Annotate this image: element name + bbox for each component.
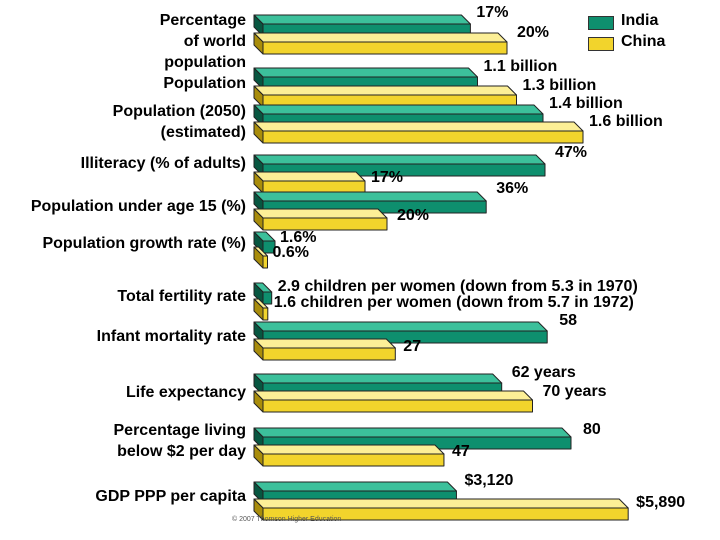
- value-label-india-row-8: 62 years: [511, 364, 576, 381]
- value-label-china-row-4: 20%: [397, 207, 430, 224]
- bar-china-row-0: [253, 32, 508, 55]
- category-label-row-6: Total fertility rate: [117, 288, 246, 305]
- value-label-india-row-4: 36%: [496, 180, 529, 197]
- category-label-row-10: GDP PPP per capita: [95, 488, 246, 505]
- value-label-india-row-7: 58: [559, 312, 577, 329]
- category-label-row-4: Population under age 15 (%): [30, 198, 246, 215]
- bar-china-row-6: [253, 298, 269, 321]
- bar-china-row-2: [253, 121, 584, 144]
- category-label-row-7: Infant mortality rate: [96, 328, 246, 345]
- category-label-row-2: Population (2050) (estimated): [112, 103, 246, 141]
- legend-label-india: India: [621, 12, 659, 29]
- legend-swatch-china: [588, 37, 614, 51]
- value-label-china-row-9: 47: [451, 443, 470, 460]
- value-label-india-row-5: 1.6%: [280, 229, 317, 246]
- legend-swatch-india: [588, 16, 614, 30]
- value-label-india-row-3: 47%: [555, 144, 588, 161]
- value-label-india-row-2: 1.4 billion: [549, 95, 623, 112]
- value-label-india-row-9: 80: [583, 421, 601, 438]
- value-label-india-row-0: 17%: [476, 4, 509, 21]
- category-label-row-0: Percentage of world population Population: [159, 12, 246, 92]
- value-label-china-row-5: 0.6%: [272, 244, 309, 261]
- bar-china-row-7: [253, 338, 396, 361]
- value-label-china-row-2: 1.6 billion: [589, 113, 663, 130]
- category-label-row-8: Life expectancy: [125, 384, 246, 401]
- category-label-row-9: Percentage living below $2 per day: [113, 422, 247, 460]
- category-label-row-3: Illiteracy (% of adults): [80, 155, 246, 172]
- bar-china-row-1: [253, 85, 517, 108]
- bar-china-row-3: [253, 171, 366, 194]
- value-label-china-row-10: $5,890: [636, 494, 686, 511]
- copyright-credit: © 2007 Thomson Higher Education: [232, 516, 342, 523]
- value-label-china-row-8: 70 years: [542, 383, 607, 400]
- value-label-china-row-1: 1.3 billion: [522, 77, 597, 94]
- bar-china-row-10: [253, 498, 629, 521]
- bar-china-row-4: [253, 208, 388, 231]
- value-label-india-row-10: $3,120: [464, 472, 514, 489]
- value-label-india-row-1: 1.1 billion: [483, 58, 558, 75]
- bar-china-row-5: [253, 246, 268, 269]
- bar-india-row-6: [253, 282, 273, 305]
- legend-label-china: China: [621, 33, 666, 50]
- value-label-india-row-6: 2.9 children per women (down from 5.3 in…: [277, 278, 638, 295]
- bar-china-row-9: [253, 444, 445, 467]
- bar-china-row-8: [253, 390, 533, 413]
- value-label-china-row-6: 1.6 children per women (down from 5.7 in…: [273, 294, 634, 311]
- category-label-row-5: Population growth rate (%): [42, 235, 246, 252]
- value-label-china-row-3: 17%: [371, 169, 404, 186]
- bar-india-row-5: [253, 231, 276, 254]
- value-label-china-row-0: 20%: [517, 24, 550, 41]
- value-label-china-row-7: 27: [403, 338, 422, 355]
